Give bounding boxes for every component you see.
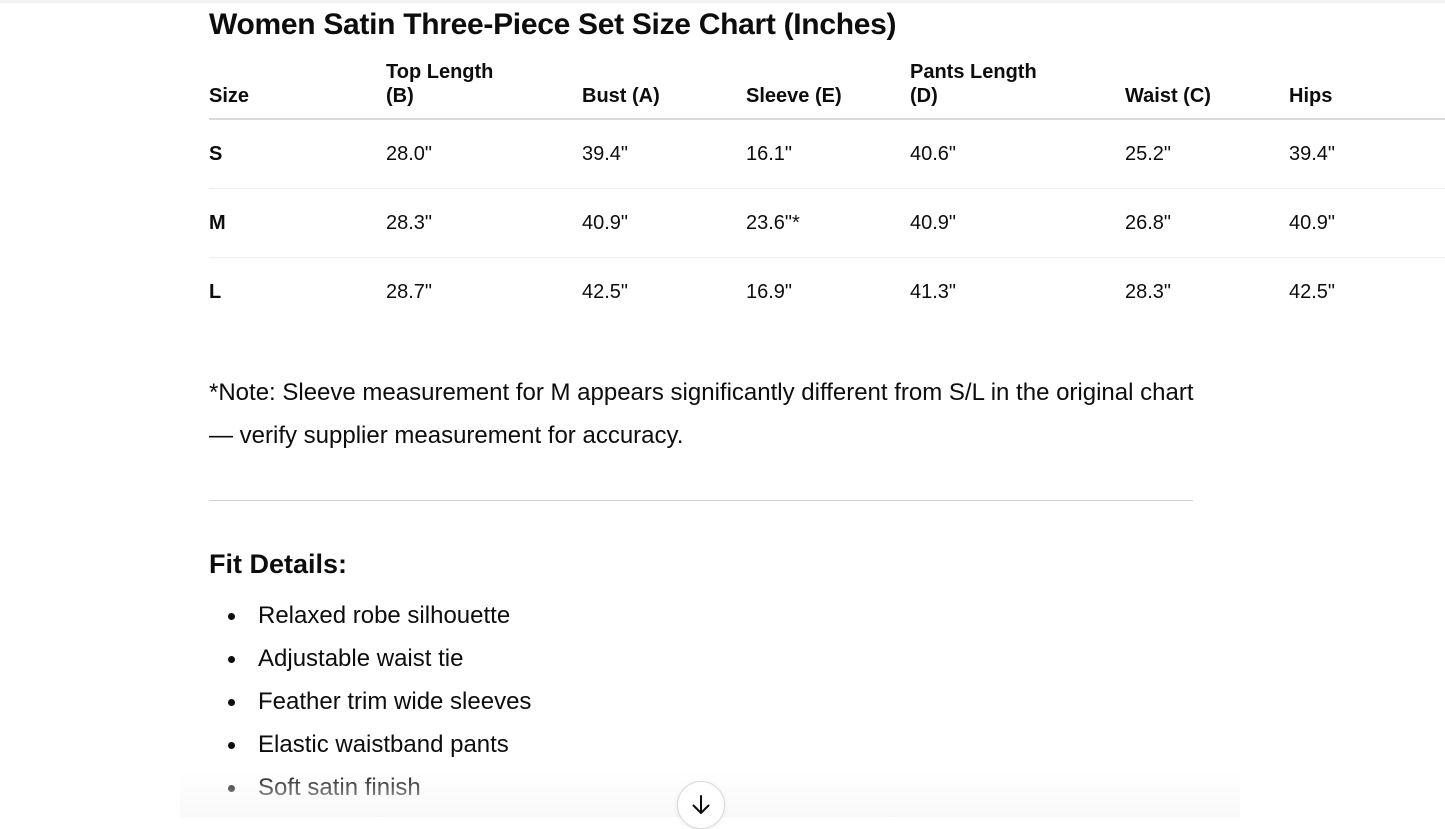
- list-item: Relaxed robe silhouette: [209, 594, 531, 637]
- cell-waist: 26.8": [1125, 188, 1289, 258]
- table-row: L 28.7" 42.5" 16.9" 41.3" 28.3" 42.5": [209, 258, 1445, 327]
- list-item: Soft satin finish: [209, 766, 531, 809]
- header-size: Size: [209, 60, 386, 120]
- fit-details-list: Relaxed robe silhouette Adjustable waist …: [209, 594, 531, 809]
- fit-details-heading: Fit Details:: [209, 549, 348, 579]
- cell-top-length: 28.7": [386, 280, 433, 303]
- list-item: Elastic waistband pants: [209, 723, 531, 766]
- scroll-down-button[interactable]: [677, 781, 725, 829]
- table-header-row: Size Top Length (B) Bust (A) Sleeve (E) …: [209, 60, 1445, 120]
- header-waist: Waist (C): [1125, 60, 1289, 120]
- list-item-text: Relaxed robe silhouette: [258, 602, 511, 629]
- bullet-icon: [228, 785, 235, 792]
- cell-waist: 25.2": [1125, 119, 1289, 189]
- sleeve-note: *Note: Sleeve measurement for M appears …: [209, 379, 1194, 449]
- arrow-down-icon: [692, 795, 710, 814]
- list-item-text: Soft satin finish: [258, 774, 421, 801]
- cell-bust: 39.4": [582, 119, 746, 189]
- header-pants-length: Pants Length (D): [910, 60, 1125, 120]
- cell-sleeve: 16.1": [746, 119, 910, 189]
- cell-waist: 28.3": [1125, 280, 1172, 303]
- cell-hips: 42.5": [1289, 280, 1336, 303]
- header-top-length: Top Length (B): [386, 60, 582, 120]
- table-row: M 28.3" 40.9" 23.6"* 40.9" 26.8" 40.9": [209, 188, 1445, 258]
- bullet-icon: [228, 613, 235, 620]
- top-border: [0, 0, 1445, 3]
- cell-size: L: [209, 280, 222, 303]
- cell-bust: 42.5": [582, 280, 629, 303]
- list-item: Feather trim wide sleeves: [209, 680, 531, 723]
- cell-bust: 40.9": [582, 188, 746, 258]
- bullet-icon: [228, 699, 235, 706]
- cell-pants-length: 40.6": [910, 119, 1125, 189]
- size-chart-table: Size Top Length (B) Bust (A) Sleeve (E) …: [209, 60, 1445, 326]
- list-item: Adjustable waist tie: [209, 637, 531, 680]
- table-row: S 28.0" 39.4" 16.1" 40.6" 25.2" 39.4": [209, 119, 1445, 189]
- cell-size: M: [209, 188, 386, 258]
- cell-top-length: 28.0": [386, 119, 582, 189]
- cell-size: S: [209, 119, 386, 189]
- list-item-text: Adjustable waist tie: [258, 645, 464, 672]
- cell-hips: 40.9": [1289, 188, 1445, 258]
- page-title: Women Satin Three-Piece Set Size Chart (…: [209, 8, 897, 41]
- list-item-text: Feather trim wide sleeves: [258, 688, 532, 715]
- cell-hips: 39.4": [1289, 119, 1445, 189]
- cell-sleeve: 16.9": [746, 280, 793, 303]
- header-hips: Hips: [1289, 60, 1445, 120]
- header-bust: Bust (A): [582, 60, 746, 120]
- cell-pants-length: 41.3": [910, 280, 957, 303]
- cell-sleeve: 23.6"*: [746, 188, 910, 258]
- divider: [209, 500, 1193, 501]
- list-item-text: Elastic waistband pants: [258, 731, 509, 758]
- cell-pants-length: 40.9": [910, 188, 1125, 258]
- header-sleeve: Sleeve (E): [746, 60, 910, 120]
- cell-top-length: 28.3": [386, 188, 582, 258]
- bullet-icon: [228, 656, 235, 663]
- bullet-icon: [228, 742, 235, 749]
